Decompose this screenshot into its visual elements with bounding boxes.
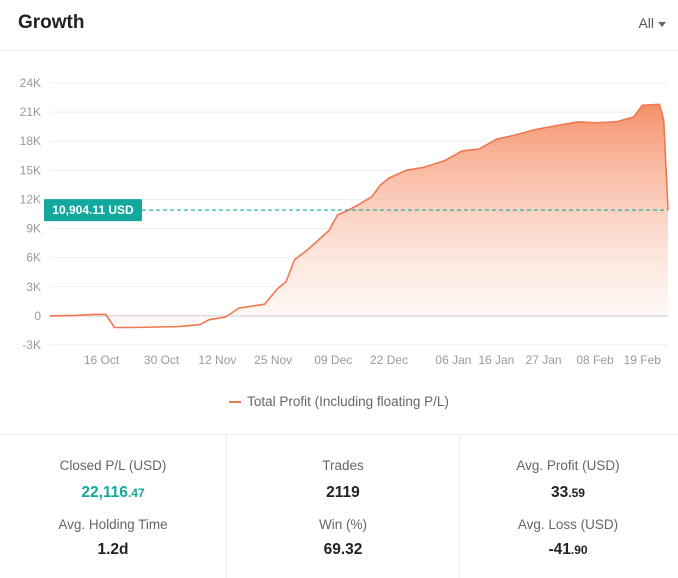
stats-column-1: Closed P/L (USD) 22,116.47 Avg. Holding … (0, 435, 226, 578)
stats-panel: Closed P/L (USD) 22,116.47 Avg. Holding … (0, 434, 678, 578)
caret-down-icon (658, 21, 666, 27)
avg-profit-value: 33.59 (458, 484, 678, 502)
current-value-badge (44, 199, 142, 222)
y-tick-label: 0 (34, 309, 41, 323)
y-tick-label: 15K (20, 163, 41, 177)
range-dropdown[interactable]: All (638, 15, 666, 31)
legend-swatch (229, 401, 242, 404)
x-tick-label: 25 Nov (254, 353, 292, 367)
chart-legend[interactable]: Total Profit (Including floating P/L) (0, 394, 678, 409)
x-tick-label: 30 Oct (144, 353, 180, 367)
profit-area (50, 104, 668, 328)
x-tick-label: 08 Feb (576, 353, 614, 367)
trades-value: 2119 (326, 484, 360, 501)
avg-loss-frac: .90 (570, 543, 588, 557)
x-tick-label: 09 Dec (314, 353, 352, 367)
y-tick-label: 12K (20, 192, 41, 206)
current-value-label: 10,904.11 USD (52, 203, 134, 217)
stats-column-3: Avg. Profit (USD) 33.59 Avg. Loss (USD) … (458, 435, 678, 578)
win-value: 69.32 (323, 541, 363, 558)
closed-pl-label: Closed P/L (USD) (59, 458, 167, 473)
avg-holding-label: Avg. Holding Time (58, 517, 168, 532)
avg-profit-main: 33 (551, 484, 569, 501)
y-tick-label: 9K (26, 222, 41, 236)
x-tick-label: 16 Jan (478, 353, 514, 367)
y-tick-label: -3K (22, 338, 41, 352)
y-tick-label: 21K (20, 105, 41, 119)
x-tick-label: 22 Dec (370, 353, 408, 367)
growth-chart: 24K 21K 18K 15K 12K 9K 6K 3K 0 -3K 16 Oct 30 Oct 12… (20, 76, 669, 367)
x-tick-label: 12 Nov (198, 353, 236, 367)
x-tick-label: 16 Oct (84, 353, 120, 367)
closed-pl-frac: .47 (127, 486, 145, 500)
win-label: Win (%) (319, 517, 367, 532)
x-tick-label: 19 Feb (624, 353, 662, 367)
y-tick-label: 3K (26, 280, 41, 294)
x-tick-label: 27 Jan (526, 353, 562, 367)
page-title: Growth (18, 12, 85, 33)
avg-loss-label: Avg. Loss (USD) (517, 517, 619, 532)
legend-label: Total Profit (Including floating P/L) (247, 394, 449, 409)
avg-profit-frac: .59 (568, 486, 585, 500)
profit-line (49, 103, 669, 329)
x-tick-label: 06 Jan (435, 353, 471, 367)
avg-profit-label: Avg. Profit (USD) (516, 458, 620, 473)
y-tick-label: 6K (26, 251, 41, 265)
y-tick-label: 24K (20, 76, 41, 90)
closed-pl-value: 22,116.47 (0, 484, 226, 502)
closed-pl-main: 22,116 (81, 484, 128, 501)
avg-holding-value: 1.2d (97, 541, 129, 558)
header: Growth All (0, 0, 678, 51)
range-label: All (638, 15, 654, 31)
avg-loss-value: -41.90 (458, 541, 678, 559)
avg-loss-main: -41 (548, 541, 571, 558)
stats-column-2: Trades 2119 Win (%) 69.32 (226, 435, 460, 578)
y-tick-label: 18K (20, 134, 41, 148)
trades-label: Trades (322, 458, 364, 473)
